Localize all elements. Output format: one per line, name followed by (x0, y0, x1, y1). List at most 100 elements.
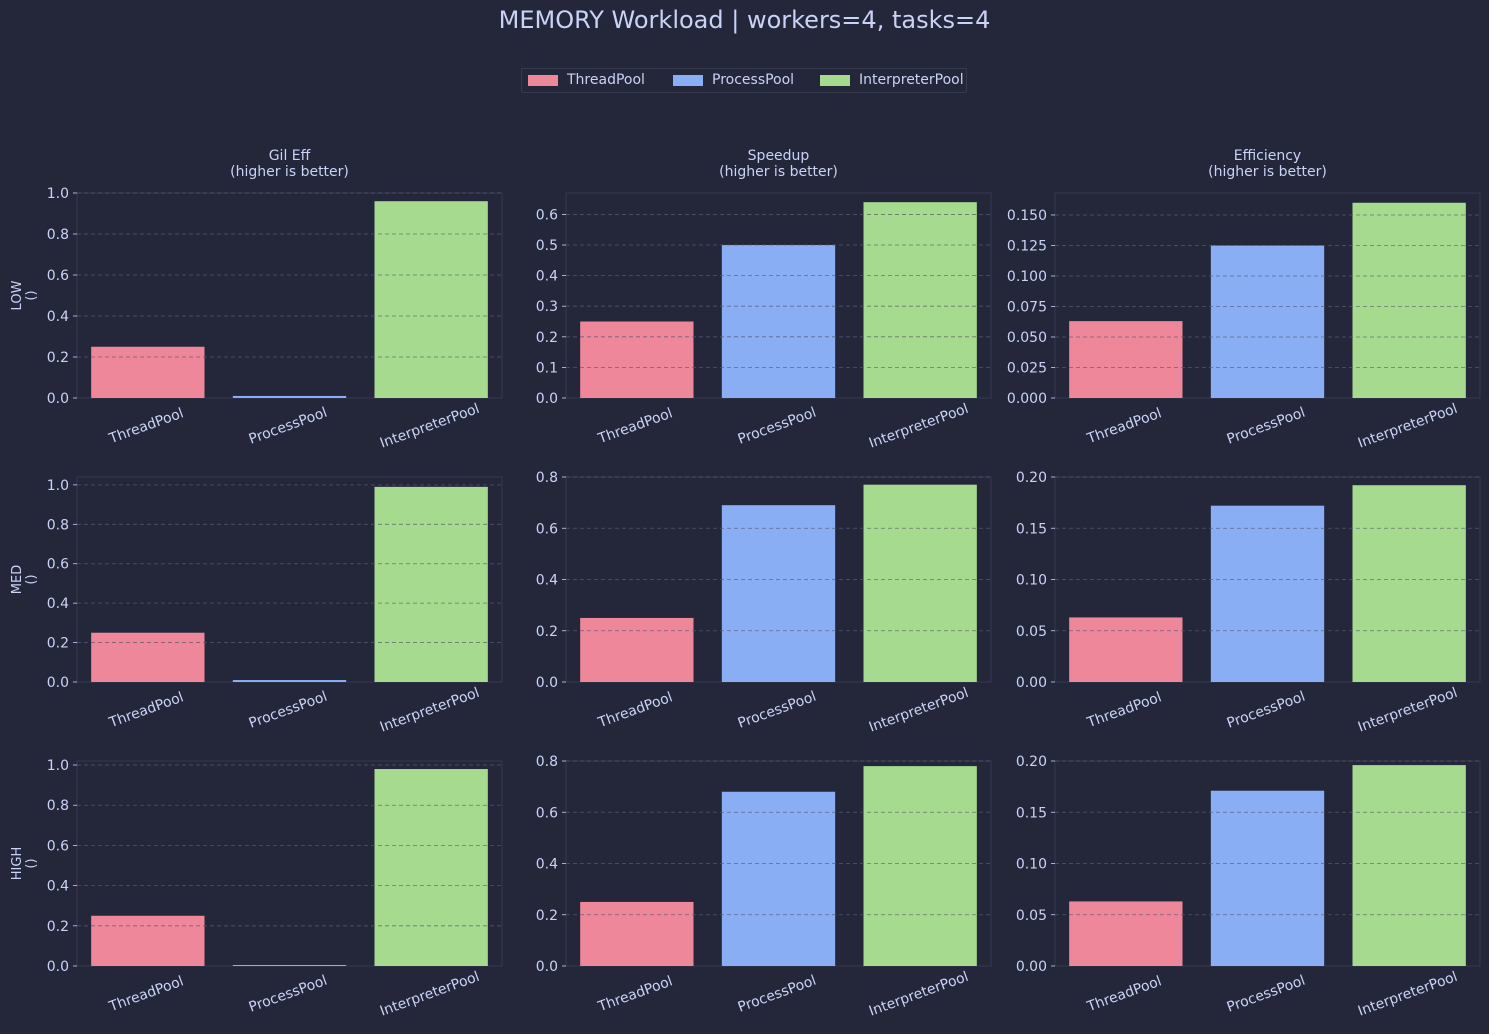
y-tick-label: 0.05 (1016, 624, 1047, 640)
row-label: HIGH (10, 847, 25, 880)
bar-interpreterpool (1352, 202, 1466, 398)
bar-interpreterpool (374, 769, 488, 966)
bar-interpreterpool (1352, 485, 1466, 682)
x-tick-label-processpool: ProcessPool (247, 973, 330, 1016)
y-tick-label: 0.4 (536, 269, 558, 285)
x-tick-label-interpreterpool: InterpreterPool (1356, 401, 1460, 452)
page-title: MEMORY Workload | workers=4, tasks=4 (498, 6, 991, 34)
y-tick-label: 0.2 (47, 919, 69, 935)
bar-threadpool (1069, 617, 1183, 682)
y-tick-label: 0.3 (536, 299, 558, 315)
y-tick-label: 0.0 (536, 959, 558, 975)
y-tick-label: 0.0 (47, 391, 69, 407)
subplot-1-3: 0.000 0.025 0.050 0.075 0.100 0.125 0.150 Threa… (1007, 148, 1481, 452)
x-tick-label-interpreterpool: InterpreterPool (1356, 969, 1460, 1020)
bar-interpreterpool (374, 201, 488, 398)
x-tick-label-interpreterpool: InterpreterPool (378, 685, 482, 736)
y-tick-label: 0.0 (536, 391, 558, 407)
bar-threadpool (580, 617, 694, 682)
y-tick-label: 0.0 (47, 675, 69, 691)
bar-threadpool (580, 901, 694, 966)
subplot-1-1: 0.0 0.2 0.4 0.6 0.8 1.0 ThreadPool ProcessPool I… (10, 148, 503, 452)
y-tick-label: 0.2 (536, 908, 558, 924)
legend: ThreadPool ProcessPool InterpreterPool (521, 68, 967, 93)
y-tick-label: 0.1 (536, 360, 558, 376)
y-tick-label: 0.8 (536, 470, 558, 486)
y-tick-label: 0.0 (47, 959, 69, 975)
y-tick-label: 0.6 (47, 838, 69, 854)
subplot-subtitle: (higher is better) (719, 164, 838, 180)
y-tick-label: 0.8 (47, 798, 69, 814)
x-tick-label-threadpool: ThreadPool (1084, 405, 1164, 447)
y-tick-label: 0.15 (1016, 521, 1047, 537)
y-tick-label: 0.6 (536, 521, 558, 537)
y-tick-label: 0.4 (47, 879, 69, 895)
legend-swatch-processpool (673, 75, 703, 86)
x-tick-label-interpreterpool: InterpreterPool (378, 969, 482, 1020)
y-tick-label: 1.0 (47, 758, 69, 774)
legend-label-processpool: ProcessPool (712, 72, 795, 88)
x-tick-label-processpool: ProcessPool (736, 689, 819, 732)
bar-processpool (1210, 245, 1325, 398)
y-tick-label: 0.000 (1007, 391, 1047, 407)
y-tick-label: 0.050 (1007, 330, 1047, 346)
bar-threadpool (91, 915, 205, 966)
y-tick-label: 0.6 (536, 207, 558, 223)
y-tick-label: 0.15 (1016, 805, 1047, 821)
legend-label-threadpool: ThreadPool (567, 72, 645, 88)
bar-threadpool (1069, 901, 1183, 966)
x-tick-label-interpreterpool: InterpreterPool (867, 685, 971, 736)
y-tick-label: 0.8 (536, 754, 558, 770)
bar-processpool (232, 395, 347, 398)
y-tick-label: 0.6 (536, 805, 558, 821)
y-tick-label: 0.2 (47, 636, 69, 652)
bar-threadpool (580, 321, 694, 398)
y-tick-label: 0.125 (1007, 238, 1047, 254)
x-tick-label-processpool: ProcessPool (1225, 973, 1308, 1016)
bar-processpool (721, 505, 836, 682)
bar-processpool (1210, 790, 1325, 966)
x-tick-label-threadpool: ThreadPool (595, 973, 675, 1015)
subplot-subtitle: (higher is better) (1208, 164, 1327, 180)
subplot-2-1: 0.0 0.2 0.4 0.6 0.8 1.0 ThreadPool ProcessPool I… (10, 476, 503, 736)
subplot-title: Efficiency (1234, 148, 1301, 164)
y-tick-label: 0.8 (47, 227, 69, 243)
y-tick-label: 0.8 (47, 517, 69, 533)
x-tick-label-interpreterpool: InterpreterPool (867, 401, 971, 452)
x-tick-label-interpreterpool: InterpreterPool (1356, 685, 1460, 736)
y-tick-label: 0.100 (1007, 269, 1047, 285)
row-label-unit: () (24, 574, 39, 584)
bar-interpreterpool (863, 202, 977, 398)
y-tick-label: 0.2 (536, 624, 558, 640)
x-tick-label-processpool: ProcessPool (247, 689, 330, 732)
y-tick-label: 0.2 (536, 330, 558, 346)
y-tick-label: 0.20 (1016, 754, 1047, 770)
y-tick-label: 0.4 (47, 309, 69, 325)
bar-interpreterpool (863, 766, 977, 966)
row-label: LOW (10, 280, 25, 310)
y-tick-label: 0.05 (1016, 908, 1047, 924)
x-tick-label-interpreterpool: InterpreterPool (867, 969, 971, 1020)
subplot-3-2: 0.0 0.2 0.4 0.6 0.8 ThreadPool ProcessPool Inte… (536, 754, 992, 1020)
bar-processpool (721, 791, 836, 966)
legend-label-interpreterpool: InterpreterPool (859, 72, 964, 88)
legend-swatch-threadpool (528, 75, 558, 86)
x-tick-label-processpool: ProcessPool (1225, 405, 1308, 448)
bar-interpreterpool (1352, 765, 1466, 966)
y-tick-label: 1.0 (47, 186, 69, 202)
bar-processpool (1210, 505, 1325, 682)
y-tick-label: 0.5 (536, 238, 558, 254)
subplot-subtitle: (higher is better) (230, 164, 349, 180)
y-tick-label: 0.00 (1016, 959, 1047, 975)
x-tick-label-threadpool: ThreadPool (1084, 689, 1164, 731)
x-tick-label-processpool: ProcessPool (736, 405, 819, 448)
y-tick-label: 0.10 (1016, 573, 1047, 589)
y-tick-label: 0.4 (536, 857, 558, 873)
y-tick-label: 0.4 (536, 573, 558, 589)
y-tick-label: 0.6 (47, 268, 69, 284)
subplot-title: Speedup (748, 148, 810, 164)
y-tick-label: 1.0 (47, 478, 69, 494)
y-tick-label: 0.10 (1016, 857, 1047, 873)
x-tick-label-threadpool: ThreadPool (595, 405, 675, 447)
y-tick-label: 0.2 (47, 350, 69, 366)
